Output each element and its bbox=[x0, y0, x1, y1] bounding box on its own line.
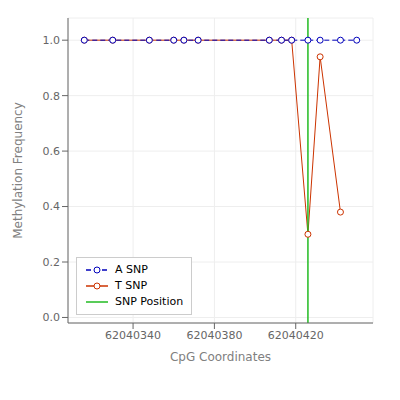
svg-text:62040380: 62040380 bbox=[186, 329, 242, 342]
svg-text:CpG Coordinates: CpG Coordinates bbox=[170, 350, 271, 364]
svg-text:0.6: 0.6 bbox=[43, 145, 61, 158]
svg-text:0.8: 0.8 bbox=[43, 90, 61, 103]
svg-text:0.2: 0.2 bbox=[43, 256, 61, 269]
html-text:A SNP: A SNP bbox=[115, 263, 148, 276]
svg-text:0.0: 0.0 bbox=[43, 311, 61, 324]
svg-text:62040420: 62040420 bbox=[268, 329, 324, 342]
svg-text:62040340: 62040340 bbox=[105, 329, 161, 342]
svg-text:Methylation Frequency: Methylation Frequency bbox=[11, 102, 25, 239]
html-text:T SNP: T SNP bbox=[115, 279, 148, 292]
html-text:SNP Position: SNP Position bbox=[115, 295, 184, 308]
svg-text:0.4: 0.4 bbox=[43, 200, 61, 213]
svg-text:1.0: 1.0 bbox=[43, 34, 61, 47]
